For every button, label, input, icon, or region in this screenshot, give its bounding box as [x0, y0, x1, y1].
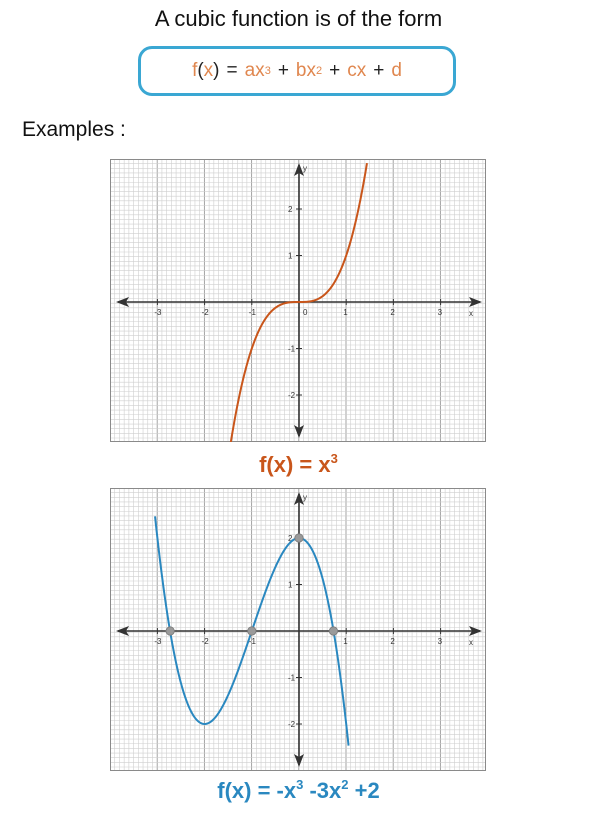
formula-plus-1: + [277, 60, 289, 81]
formula-plus-2: + [329, 60, 341, 81]
x-tick-label: 0 [303, 308, 308, 317]
grid [110, 159, 486, 442]
marked-point [165, 626, 175, 636]
x-axis-arrow-right [469, 626, 482, 636]
caption-x3: f(x) = x3 [0, 452, 597, 478]
x-tick-label: 3 [438, 637, 443, 646]
graph-cubic-negative: -3 -2 -1 1 2 3 -2 -1 1 2 x y [110, 488, 486, 771]
series-curve [229, 162, 368, 442]
y-tick-label: 1 [288, 581, 293, 590]
x-tick-label: -2 [202, 637, 210, 646]
y-tick-label: -1 [288, 674, 296, 683]
y-axis-arrow-down [294, 754, 304, 767]
caption2-exponent2: 2 [341, 777, 349, 792]
marked-point [294, 533, 304, 543]
caption2-part2: -3x [303, 778, 342, 803]
caption-x3-exponent: 3 [330, 451, 338, 466]
x-tick-label: -1 [249, 637, 257, 646]
x-tick-label: -3 [154, 637, 162, 646]
x-axis-arrow-left [116, 297, 129, 307]
formula-box: f(x) = ax 3 + bx 2 + cx + d [138, 46, 456, 96]
formula-plus-3: + [373, 60, 385, 81]
x-tick-label: -3 [154, 308, 162, 317]
x-axis-label: x [469, 638, 473, 647]
y-axis-label: y [303, 493, 307, 502]
caption-negative-cubic: f(x) = -x3 -3x2 +2 [0, 778, 597, 804]
y-tick-label: 1 [288, 252, 293, 261]
plot-border [110, 488, 486, 771]
y-axis-arrow-up [294, 492, 304, 505]
grid [110, 488, 486, 771]
plot-border [110, 159, 486, 442]
formula-equals: = [226, 60, 238, 81]
graph-cubic-x3: -3 -2 -1 0 1 2 3 -2 -1 1 2 x y [110, 159, 486, 442]
formula-open-paren: ( [197, 60, 204, 81]
x-tick-label: 2 [390, 308, 395, 317]
y-tick-label: -2 [288, 391, 296, 400]
caption2-exponent1: 3 [296, 777, 304, 792]
x-axis-label: x [469, 309, 473, 318]
x-tick-label: 1 [343, 308, 348, 317]
marked-point [247, 626, 257, 636]
marked-point [328, 626, 339, 636]
caption-x3-text: f(x) = x [259, 452, 331, 477]
x-tick-label: 1 [343, 637, 348, 646]
y-tick-label: 2 [288, 534, 293, 543]
caption2-part1: f(x) = -x [217, 778, 297, 803]
x-tick-label: 3 [438, 308, 443, 317]
formula-close-paren: ) [213, 60, 220, 81]
x-tick-label: -1 [249, 308, 257, 317]
y-axis-arrow-up [294, 163, 304, 176]
y-tick-label: -2 [288, 720, 296, 729]
formula-bx: bx [295, 60, 316, 81]
x-tick-label: 2 [390, 637, 395, 646]
x-axis-arrow-left [116, 626, 129, 636]
y-tick-label: -1 [288, 345, 296, 354]
y-tick-label: 2 [288, 205, 293, 214]
y-axis-arrow-down [294, 425, 304, 438]
x-axis-arrow-right [469, 297, 482, 307]
page-heading: A cubic function is of the form [154, 6, 443, 31]
caption2-part3: +2 [348, 778, 380, 803]
formula-ax: ax [244, 60, 265, 81]
y-axis-label: y [303, 164, 307, 173]
formula-d: d [391, 60, 402, 81]
formula-f: f [192, 60, 198, 81]
formula-cx: cx [347, 60, 367, 81]
formula-x: x [203, 60, 214, 81]
examples-label: Examples : [22, 118, 126, 141]
x-tick-label: -2 [202, 308, 210, 317]
